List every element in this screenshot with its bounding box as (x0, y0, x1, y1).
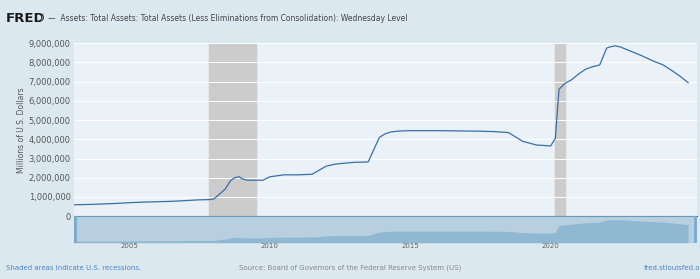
Text: fred.stlouisfed.org: fred.stlouisfed.org (644, 264, 700, 271)
Y-axis label: Millions of U.S. Dollars: Millions of U.S. Dollars (17, 87, 26, 172)
Bar (209, 43, 256, 216)
Text: Source: Board of Governors of the Federal Reserve System (US): Source: Board of Governors of the Federa… (239, 264, 461, 271)
Text: Shaded areas indicate U.S. recessions.: Shaded areas indicate U.S. recessions. (6, 264, 141, 271)
Text: FRED: FRED (6, 12, 46, 25)
Text: —  Assets: Total Assets: Total Assets (Less Eliminations from Consolidation): We: — Assets: Total Assets: Total Assets (Le… (48, 14, 407, 23)
Bar (555, 43, 565, 216)
Text: /: / (41, 13, 44, 23)
